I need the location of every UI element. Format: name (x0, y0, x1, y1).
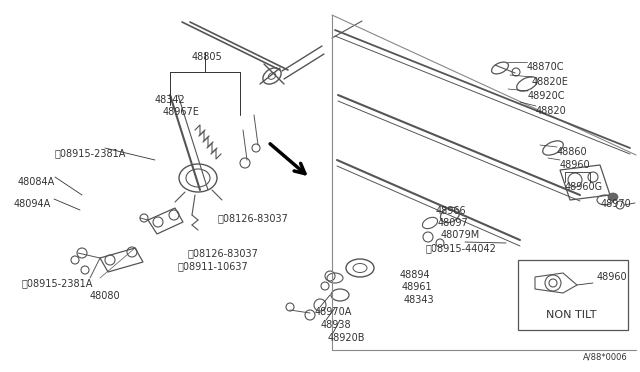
Text: 48970A: 48970A (315, 307, 353, 317)
Text: 48960: 48960 (560, 160, 591, 170)
Text: ⓜ08915-2381A: ⓜ08915-2381A (55, 148, 126, 158)
Text: ⓝ08911-10637: ⓝ08911-10637 (178, 261, 249, 271)
Text: 48970: 48970 (601, 199, 632, 209)
Text: 48097: 48097 (438, 218, 468, 228)
Text: 48079M: 48079M (441, 230, 480, 240)
Text: 48960: 48960 (597, 272, 628, 282)
Text: 48961: 48961 (402, 282, 433, 292)
Text: 48343: 48343 (404, 295, 435, 305)
Bar (518, 260, 628, 330)
Text: 48938: 48938 (321, 320, 351, 330)
Text: 48820: 48820 (536, 106, 567, 116)
Text: 48920B: 48920B (328, 333, 365, 343)
Text: 48894: 48894 (400, 270, 431, 280)
Text: 48966: 48966 (436, 206, 467, 216)
Text: 48084A: 48084A (18, 177, 55, 187)
Text: 48967E: 48967E (163, 107, 200, 117)
Text: 48820E: 48820E (532, 77, 569, 87)
Text: 48870C: 48870C (527, 62, 564, 72)
Text: 48080: 48080 (90, 291, 120, 301)
Text: 48342: 48342 (155, 95, 186, 105)
Text: ⓜ08915-2381A: ⓜ08915-2381A (22, 278, 93, 288)
Text: ⒲08126-83037: ⒲08126-83037 (218, 213, 289, 223)
Text: 48860: 48860 (557, 147, 588, 157)
Text: ⒲08126-83037: ⒲08126-83037 (188, 248, 259, 258)
Text: 48920C: 48920C (528, 91, 566, 101)
Text: 48960G: 48960G (565, 182, 603, 192)
Text: ⓜ08915-44042: ⓜ08915-44042 (426, 243, 497, 253)
Text: A/88*0006: A/88*0006 (583, 353, 628, 362)
Ellipse shape (608, 193, 618, 201)
Text: 48094A: 48094A (14, 199, 51, 209)
Text: NON TILT: NON TILT (546, 310, 596, 320)
Text: 48805: 48805 (192, 52, 223, 62)
